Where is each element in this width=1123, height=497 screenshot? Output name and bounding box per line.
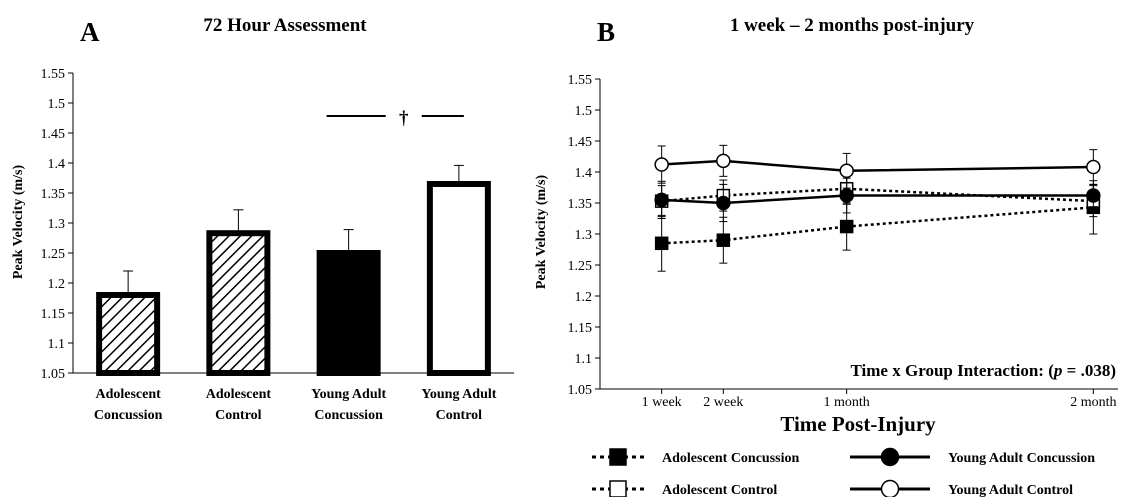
panel-a-category-label: Young Adult: [311, 387, 386, 402]
panel-a-category-label: Young Adult: [421, 387, 496, 402]
panel-a-y-tick-label: 1.15: [41, 307, 66, 322]
panel-b-legend: Adolescent Concussion Adolescent Control Y…: [592, 447, 1095, 497]
panel-b-series-line: [661, 159, 1094, 173]
series-marker-circle: [654, 192, 669, 208]
panel-a-y-tick-label: 1.05: [41, 367, 66, 382]
series-marker-circle: [880, 447, 900, 467]
panel-a-y-tick-label: 1.25: [41, 247, 66, 262]
panel-b-y-axis-label: Peak Velocity (m/s): [534, 175, 549, 290]
panel-a-y-tick-label: 1.5: [48, 97, 66, 112]
series-marker-circle: [880, 479, 900, 497]
series-marker-square: [609, 480, 627, 497]
panel-a-significance: †: [326, 108, 464, 129]
series-marker-circle: [1086, 159, 1101, 175]
panel-b-y-tick-label: 1.05: [568, 383, 593, 398]
panel-b-x-tick-label: 2 month: [1070, 395, 1116, 410]
panel-a-y-tick-label: 1.1: [48, 337, 66, 352]
panel-b-y-tick-label: 1.3: [575, 228, 593, 243]
panel-b-y-tick-label: 1.4: [575, 166, 593, 181]
panel-a-category-label: Concussion: [314, 408, 383, 423]
panel-a-category-label: Adolescent: [206, 387, 272, 402]
panel-b-y-tick-label: 1.55: [568, 73, 593, 88]
series-marker-circle: [839, 188, 854, 203]
panel-a-y-tick-label: 1.3: [48, 217, 66, 232]
series-marker-square: [609, 448, 627, 466]
legend-label: Young Adult Control: [948, 483, 1073, 497]
panel-b-title: 1 week – 2 months post-injury: [730, 15, 975, 36]
panel-b-interaction-note: Time x Group Interaction: (p = .038): [851, 361, 1116, 380]
panel-a-category-label: Concussion: [94, 408, 163, 423]
panel-a-y-tick-label: 1.2: [48, 277, 66, 292]
series-marker-circle: [1086, 188, 1101, 203]
panel-b-x-axis-title: Time Post-Injury: [780, 412, 936, 436]
panel-a-y-tick-label: 1.4: [48, 157, 66, 172]
panel-b-y-tick-label: 1.5: [575, 104, 593, 119]
panel-a-y-tick-label: 1.45: [41, 127, 66, 142]
panel-b-x-tick-label: 1 month: [824, 395, 870, 410]
panel-a-category-label: Control: [215, 408, 262, 423]
panel-a-axes: 1.05 1.1 1.15 1.2 1.25 1.3 1.35 1.4 1.45 1.5 1.55: [41, 67, 514, 382]
panel-a-category-label: Adolescent: [95, 387, 161, 402]
panel-a-category-label: Control: [436, 408, 483, 423]
panel-b-x-tick-label: 1 week: [642, 395, 682, 410]
legend-label: Adolescent Control: [662, 483, 777, 497]
series-marker-square: [839, 219, 854, 234]
panel-b-y-tick-label: 1.2: [575, 290, 593, 305]
panel-a-y-tick-label: 1.55: [41, 67, 66, 82]
panel-b-letter: B: [597, 17, 615, 47]
series-marker-circle: [716, 153, 731, 169]
panel-b-series-line: [661, 206, 1094, 245]
panel-a-bar: [206, 230, 271, 376]
panel-b-y-tick-label: 1.15: [568, 321, 593, 336]
series-marker-square: [654, 236, 669, 251]
panel-a-y-tick-label: 1.35: [41, 187, 66, 202]
panel-a-title: 72 Hour Assessment: [203, 15, 367, 36]
panel-a-letter: A: [80, 17, 100, 47]
panel-a-sig-dagger: †: [399, 108, 409, 129]
series-marker-square: [716, 233, 731, 247]
panel-a-bar: [96, 292, 161, 376]
panel-b-x-tick-label: 2 week: [703, 395, 743, 410]
panel-a-bar: [426, 181, 491, 376]
panel-a-bars: Adolescent Concussion Adolescent Control You…: [94, 164, 497, 423]
panel-b-y-tick-label: 1.45: [568, 135, 593, 150]
series-marker-circle: [716, 195, 731, 211]
panel-b-axes: 1.05 1.1 1.15 1.2 1.25 1.3 1.35 1.4 1.45 1.5 1.55 1…: [568, 73, 1118, 410]
panel-a-bar: [316, 250, 381, 376]
panel-a-y-axis-label: Peak Velocity (m/s): [11, 165, 26, 280]
panel-b-y-tick-label: 1.25: [568, 259, 593, 274]
panel-b-y-tick-label: 1.35: [568, 197, 593, 212]
panel-b-series: [654, 144, 1101, 272]
legend-label: Adolescent Concussion: [662, 451, 800, 466]
series-marker-circle: [654, 157, 669, 172]
legend-label: Young Adult Concussion: [948, 451, 1095, 466]
panel-b-y-tick-label: 1.1: [575, 352, 593, 367]
panel-b-series-line: [661, 194, 1094, 205]
series-marker-circle: [839, 163, 854, 179]
